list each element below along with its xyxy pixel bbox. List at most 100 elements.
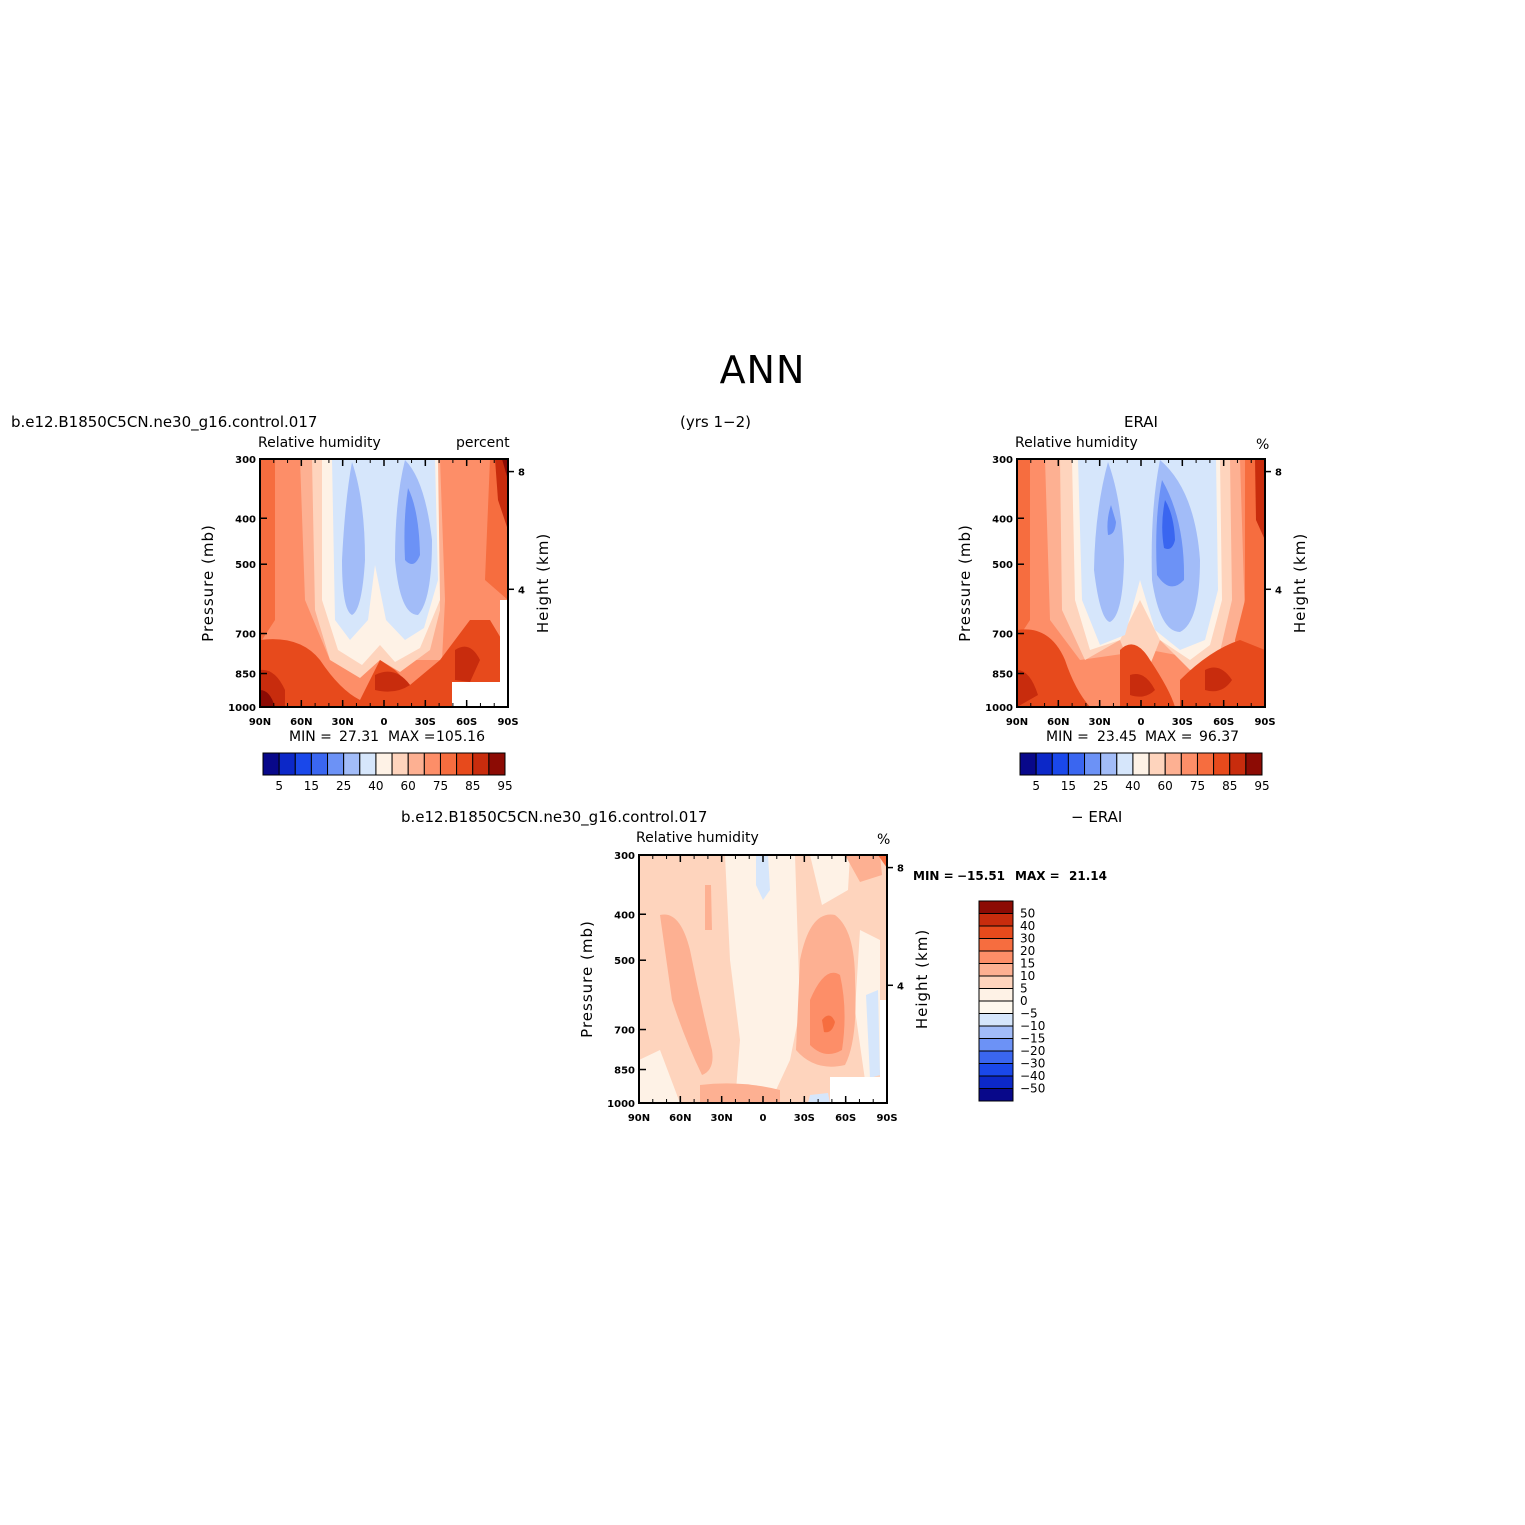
obs-fill-band-p (1205, 667, 1232, 692)
colorbar-box (978, 988, 1014, 1002)
colorbar-label: 20 (1020, 944, 1035, 958)
model-fill-band-g (404, 488, 420, 564)
y2-axis-label: Height (km) (913, 929, 931, 1029)
diff-min-value: −15.51 (957, 869, 1006, 883)
y-axis-label: Pressure (mb) (199, 524, 217, 642)
colorbar-box (262, 752, 280, 776)
y2-tick-label: 8 (1275, 468, 1282, 479)
x-tick-label: 30N (1089, 717, 1111, 728)
colorbar-box (1245, 752, 1263, 776)
model-fill-band-k (375, 671, 410, 692)
diff-left-string: Relative humidity (636, 830, 759, 846)
model-fill-band-n (260, 690, 275, 707)
colorbar-box (472, 752, 490, 776)
x-tick-label: 60N (1047, 717, 1069, 728)
obs-fill-band-r (1255, 459, 1265, 540)
colorbar-box (978, 1063, 1014, 1077)
colorbar-label: 5 (275, 779, 283, 793)
x-tick-label: 60S (1213, 717, 1234, 728)
colorbar-label: −30 (1020, 1057, 1045, 1071)
x-tick-label: 60N (290, 717, 312, 728)
x-tick-label: 30S (794, 1113, 815, 1124)
colorbar-label: 0 (1020, 994, 1028, 1008)
y-tick-label: 1000 (607, 1099, 635, 1110)
obs-colorbar: 5 15 25 40 60 75 85 95 (1019, 752, 1270, 793)
x-tick-label: 30S (1172, 717, 1193, 728)
x-tick-label: 90N (628, 1113, 650, 1124)
x-tick-label: 30N (332, 717, 354, 728)
y2-axis-label: Height (km) (534, 533, 552, 633)
diff-fill-band-n (822, 1015, 835, 1033)
colorbar-box (978, 1075, 1014, 1089)
obs-max-label: MAX = (1145, 729, 1193, 745)
diff-fill-band-a (725, 855, 800, 1103)
y-tick-label: 400 (235, 514, 256, 525)
colorbar-label: 15 (1061, 779, 1076, 793)
colorbar-box (1148, 752, 1166, 776)
x-tick-label: 0 (381, 717, 388, 728)
colorbar-label: −10 (1020, 1019, 1045, 1033)
y2-tick-label: 4 (897, 981, 904, 992)
colorbar-box (439, 752, 458, 776)
colorbar-box (978, 1038, 1014, 1052)
colorbar-label: 30 (1020, 932, 1035, 946)
diff-fill-band-i (660, 914, 713, 1075)
colorbar-label: −40 (1020, 1069, 1045, 1083)
model-fill-band-h (260, 459, 275, 640)
colorbar-box (1116, 752, 1134, 776)
colorbar-box (1035, 752, 1053, 776)
x-tick-label: 90N (1006, 717, 1028, 728)
y-tick-label: 500 (614, 956, 635, 967)
obs-fill-band-o (1130, 674, 1155, 697)
model-fill-band-e (342, 462, 365, 615)
colorbar-box (423, 752, 441, 776)
colorbar-box (978, 1050, 1014, 1064)
y2-tick-label: 8 (518, 468, 525, 479)
model-left-string: Relative humidity (258, 435, 381, 451)
y-tick-label: 700 (614, 1026, 635, 1037)
diff-fill-band-l (700, 1083, 780, 1103)
diff-fill-band-c (810, 855, 850, 905)
colorbar-box (1100, 752, 1118, 776)
colorbar-box (978, 925, 1014, 939)
colorbar-label: 40 (1020, 919, 1035, 933)
colorbar-box (978, 950, 1014, 964)
colorbar-box (978, 938, 1014, 952)
diff-fill-band-e (756, 855, 770, 900)
y2-axis-label: Height (km) (1291, 533, 1309, 633)
colorbar-box (978, 1088, 1014, 1102)
y2-tick-label: 4 (518, 585, 525, 596)
colorbar-label: 95 (497, 779, 512, 793)
colorbar-label: −50 (1020, 1082, 1045, 1096)
model-max-label: MAX = (388, 729, 436, 745)
y-tick-label: 300 (235, 455, 256, 466)
diff-fill-band-k (845, 855, 882, 882)
diff-fill-band-f (866, 990, 880, 1078)
colorbar-box (1132, 752, 1150, 776)
colorbar-box (343, 752, 361, 776)
obs-max-value: 96.37 (1199, 729, 1240, 745)
colorbar-box (978, 1013, 1014, 1027)
diff-fill-band-b (639, 1050, 680, 1103)
colorbar-box (1019, 752, 1037, 776)
colorbar-box (488, 752, 506, 776)
colorbar-box (278, 752, 296, 776)
obs-min-value: 23.45 (1097, 729, 1138, 745)
obs-fill-band-i (1107, 505, 1116, 535)
model-right-string: percent (456, 435, 510, 451)
colorbar-label: 25 (336, 779, 351, 793)
y-axis-label: Pressure (mb) (578, 920, 596, 1038)
colorbar-box (310, 752, 329, 776)
y-tick-label: 300 (614, 851, 635, 862)
colorbar-label: 25 (1093, 779, 1108, 793)
y-tick-label: 400 (992, 514, 1013, 525)
colorbar-box (359, 752, 377, 776)
x-tick-label: 60N (669, 1113, 691, 1124)
model-fill-band-o (495, 459, 508, 530)
colorbar-label: 75 (433, 779, 448, 793)
obs-axes: 90N 60N 30N 0 30S 60S 90S 300 400 500 700 850 1000 8 4… (956, 455, 1309, 728)
model-fill-band-p (502, 459, 508, 480)
y-tick-label: 500 (992, 560, 1013, 571)
diff-case-name-right: − ERAI (1071, 808, 1123, 826)
